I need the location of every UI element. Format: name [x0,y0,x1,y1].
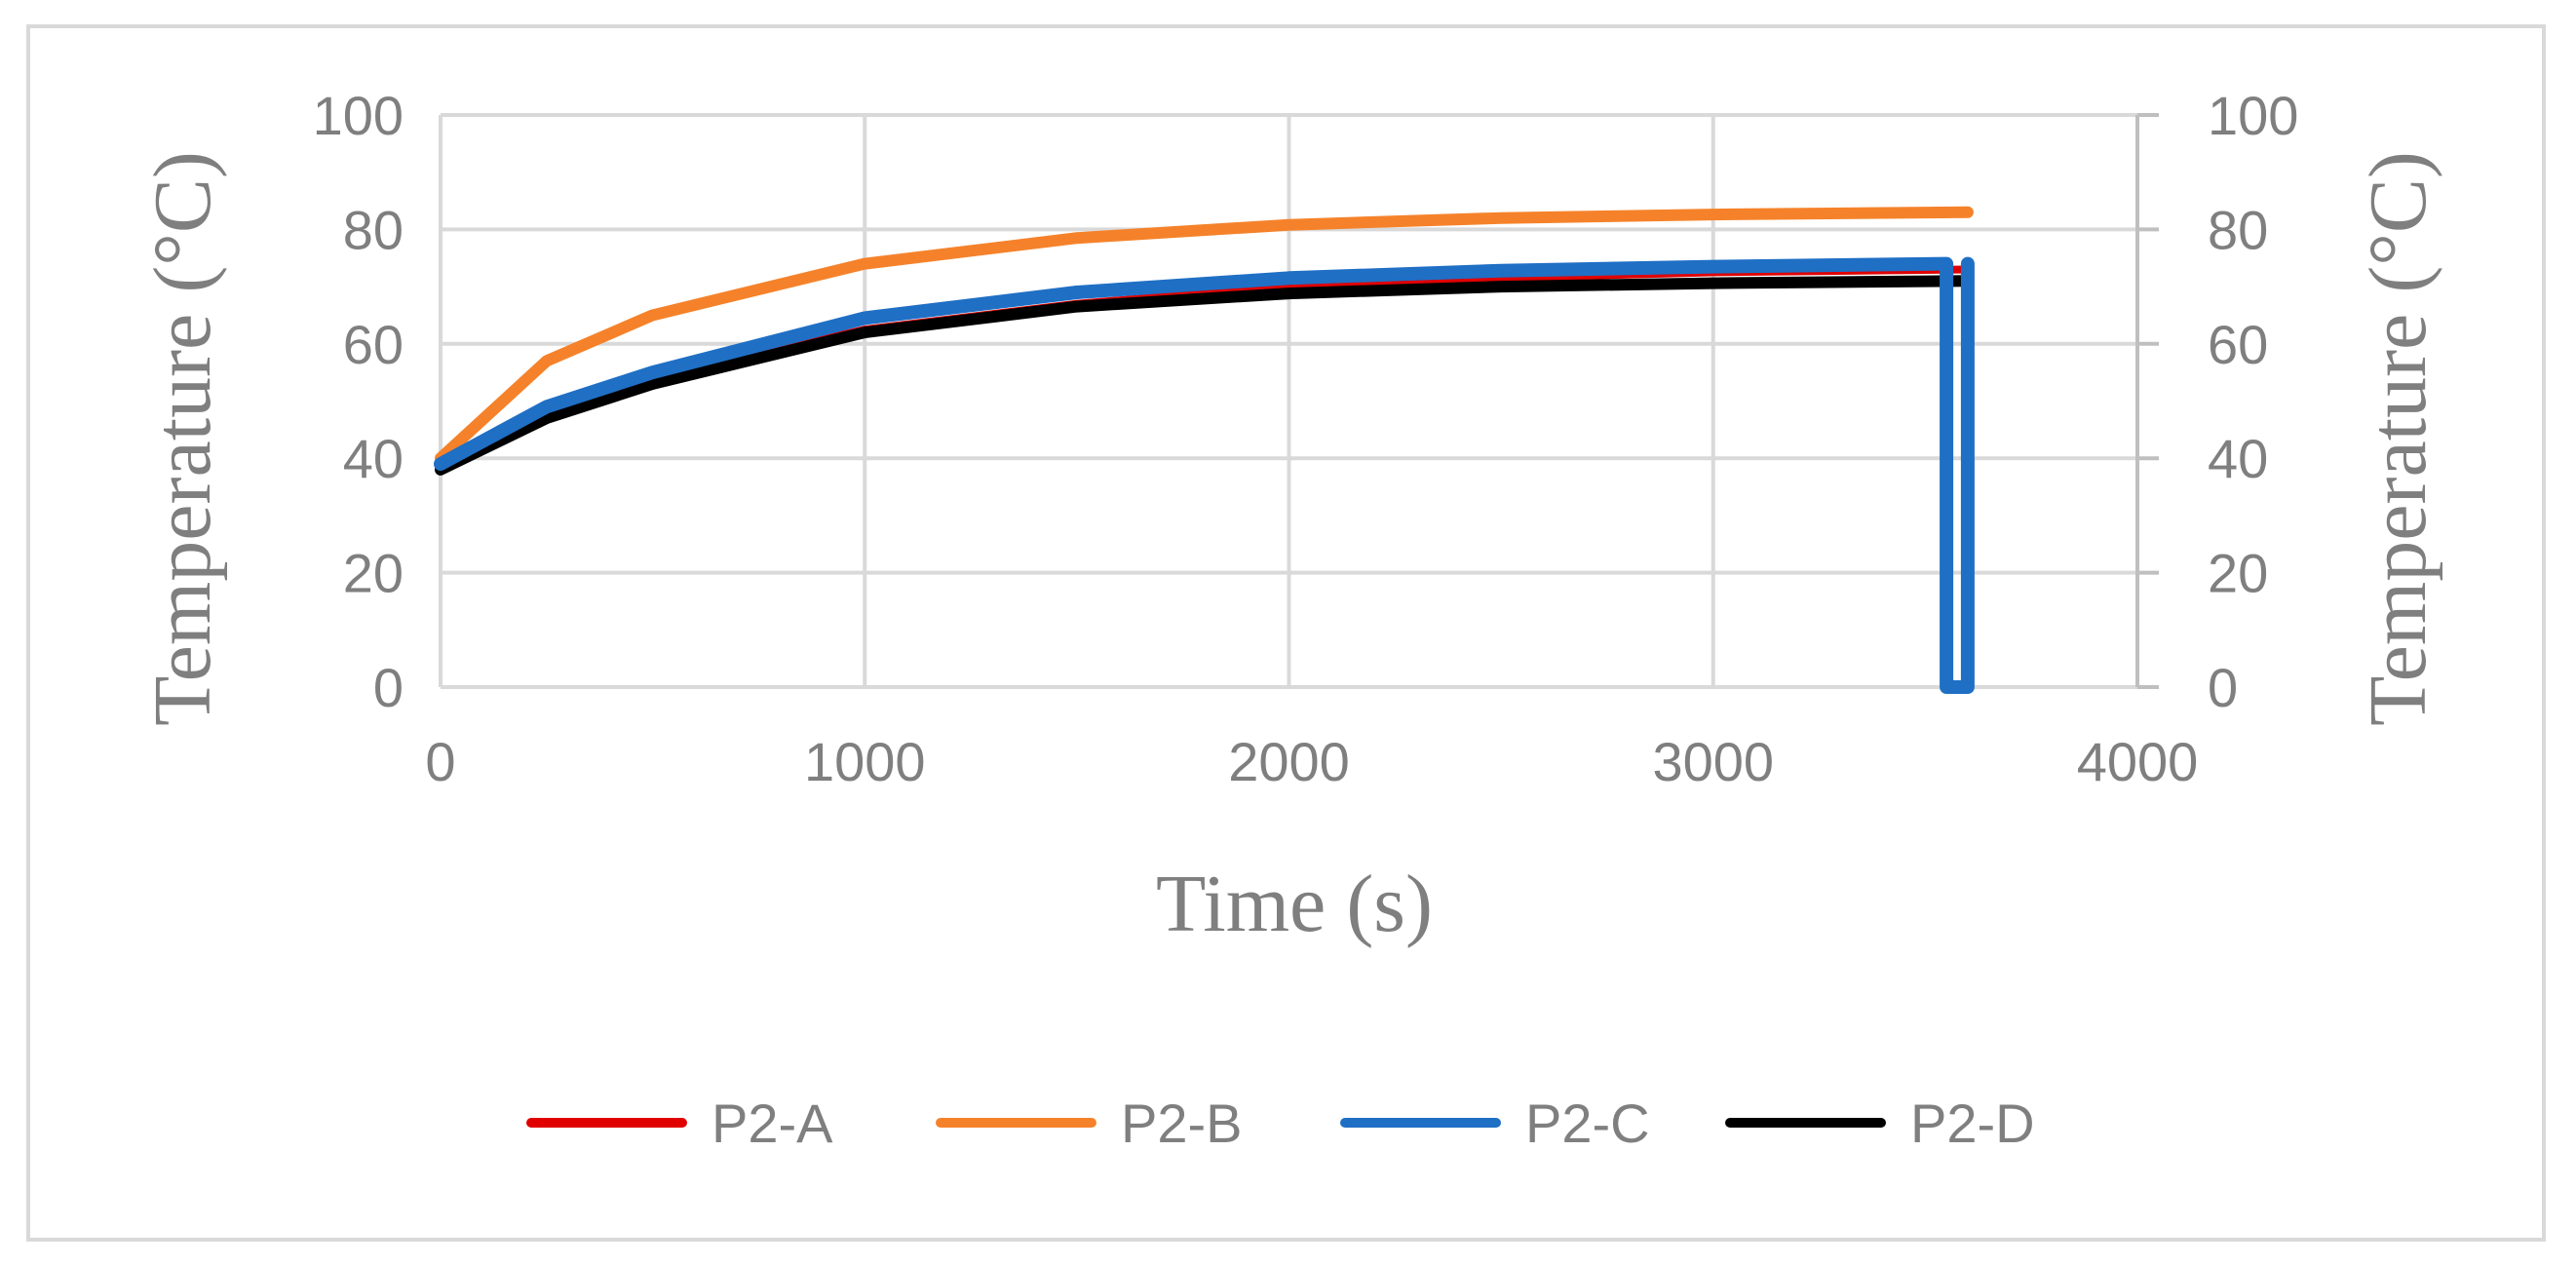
y2-tick-label: 40 [2208,428,2268,489]
y2-tick-label: 80 [2208,199,2268,260]
y-tick-label: 20 [343,543,404,604]
x-tick-label: 0 [425,731,455,792]
y2-axis-title: Temperature (°C) [2353,151,2443,726]
y-tick-label: 80 [343,199,404,260]
series-line-p2-d [435,275,1974,476]
y-tick-label: 0 [373,657,404,718]
series-line-p2-c [434,256,1975,694]
legend-label-p2-d: P2-D [1910,1093,2035,1154]
plot-area [434,206,1975,694]
chart-frame [26,24,2546,1242]
y-axis-title: Temperature (°C) [137,151,228,726]
x-tick-label: 4000 [2077,731,2199,792]
y-tick-label: 100 [313,85,404,146]
series-line-p2-b [435,206,1974,465]
x-tick-label: 1000 [804,731,926,792]
legend-label-p2-c: P2-C [1525,1093,1650,1154]
y-tick-label: 60 [343,314,404,375]
legend-label-p2-a: P2-A [711,1093,833,1154]
x-axis-title: Time (s) [1156,859,1433,949]
y-tick-label: 40 [343,428,404,489]
x-tick-label: 3000 [1652,731,1774,792]
y2-tick-label: 100 [2208,85,2298,146]
y2-tick-label: 0 [2208,657,2238,718]
y2-tick-label: 60 [2208,314,2268,375]
y2-tick-label: 20 [2208,543,2268,604]
x-tick-label: 2000 [1228,731,1350,792]
legend: P2-A P2-B P2-C P2-D [526,1093,2035,1154]
legend-label-p2-b: P2-B [1121,1093,1243,1154]
